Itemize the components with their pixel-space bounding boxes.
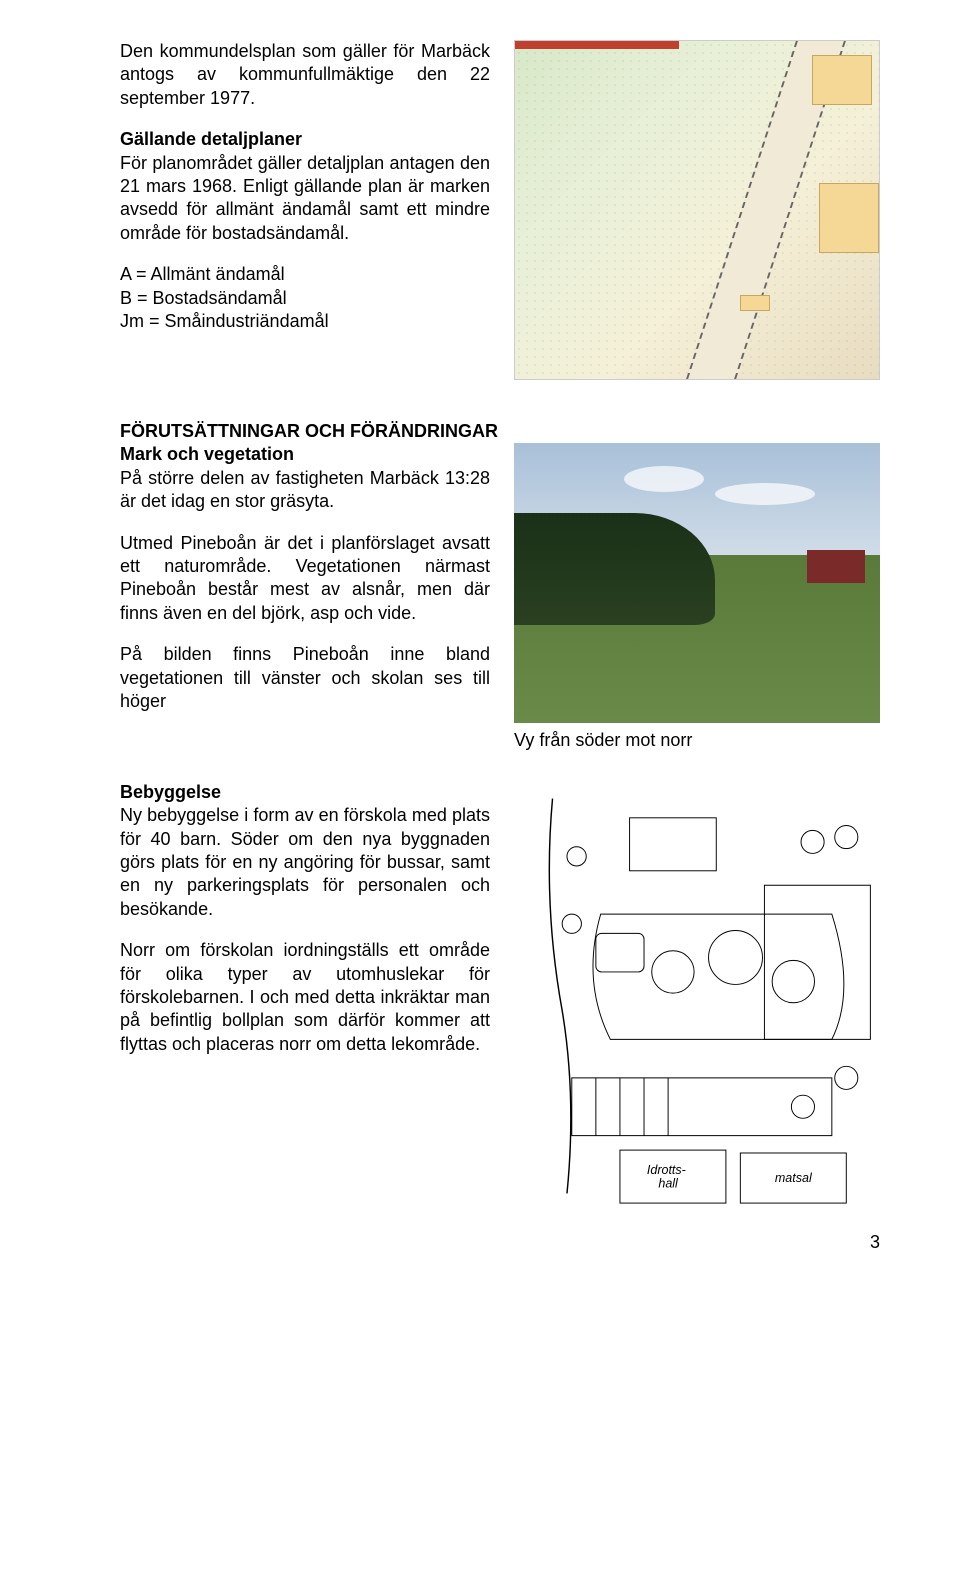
historical-map-image bbox=[514, 40, 880, 380]
vegetation-p1: På större delen av fastigheten Marbäck 1… bbox=[120, 467, 490, 514]
siteplan-label-hall: hall bbox=[658, 1176, 679, 1190]
mid-section: Mark och vegetation På större delen av f… bbox=[120, 443, 880, 752]
heading-mark-vegetation: Mark och vegetation bbox=[120, 443, 490, 466]
bottom-section: Bebyggelse Ny bebyggelse i form av en fö… bbox=[120, 781, 880, 1211]
siteplan-image: Idrotts- hall matsal bbox=[514, 781, 880, 1211]
svg-text:Idrotts- hall: Idrotts- hall bbox=[647, 1163, 689, 1190]
site-photo bbox=[514, 443, 880, 723]
mid-heading-block: FÖRUTSÄTTNINGAR OCH FÖRÄNDRINGAR bbox=[120, 420, 880, 443]
bebyggelse-p2: Norr om förskolan iordningställs ett omr… bbox=[120, 939, 490, 1056]
mid-photo-column: Vy från söder mot norr bbox=[514, 443, 880, 752]
vegetation-p3: På bilden finns Pineboån inne bland vege… bbox=[120, 643, 490, 713]
top-section: Den kommundelsplan som gäller för Marbäc… bbox=[120, 40, 880, 380]
top-map-column bbox=[514, 40, 880, 380]
legend-jm: Jm = Småindustriändamål bbox=[120, 310, 490, 333]
siteplan-label-idrotts: Idrotts- bbox=[647, 1163, 686, 1177]
detaljplaner-paragraph: För planområdet gäller detaljplan antage… bbox=[120, 152, 490, 246]
legend-a: A = Allmänt ändamål bbox=[120, 263, 490, 286]
legend-b: B = Bostadsändamål bbox=[120, 287, 490, 310]
siteplan-label-matsal: matsal bbox=[775, 1171, 813, 1185]
heading-forutsattningar: FÖRUTSÄTTNINGAR OCH FÖRÄNDRINGAR bbox=[120, 420, 880, 443]
page-number: 3 bbox=[120, 1231, 880, 1254]
heading-bebyggelse: Bebyggelse bbox=[120, 781, 490, 804]
bottom-siteplan-column: Idrotts- hall matsal bbox=[514, 781, 880, 1211]
photo-caption: Vy från söder mot norr bbox=[514, 729, 880, 752]
bebyggelse-p1: Ny bebyggelse i form av en förskola med … bbox=[120, 804, 490, 921]
top-text-column: Den kommundelsplan som gäller för Marbäc… bbox=[120, 40, 490, 380]
vegetation-p2: Utmed Pineboån är det i planförslaget av… bbox=[120, 532, 490, 626]
mid-text-column: Mark och vegetation På större delen av f… bbox=[120, 443, 490, 752]
heading-detaljplaner: Gällande detaljplaner bbox=[120, 128, 490, 151]
intro-paragraph: Den kommundelsplan som gäller för Marbäc… bbox=[120, 40, 490, 110]
bottom-text-column: Bebyggelse Ny bebyggelse i form av en fö… bbox=[120, 781, 490, 1211]
